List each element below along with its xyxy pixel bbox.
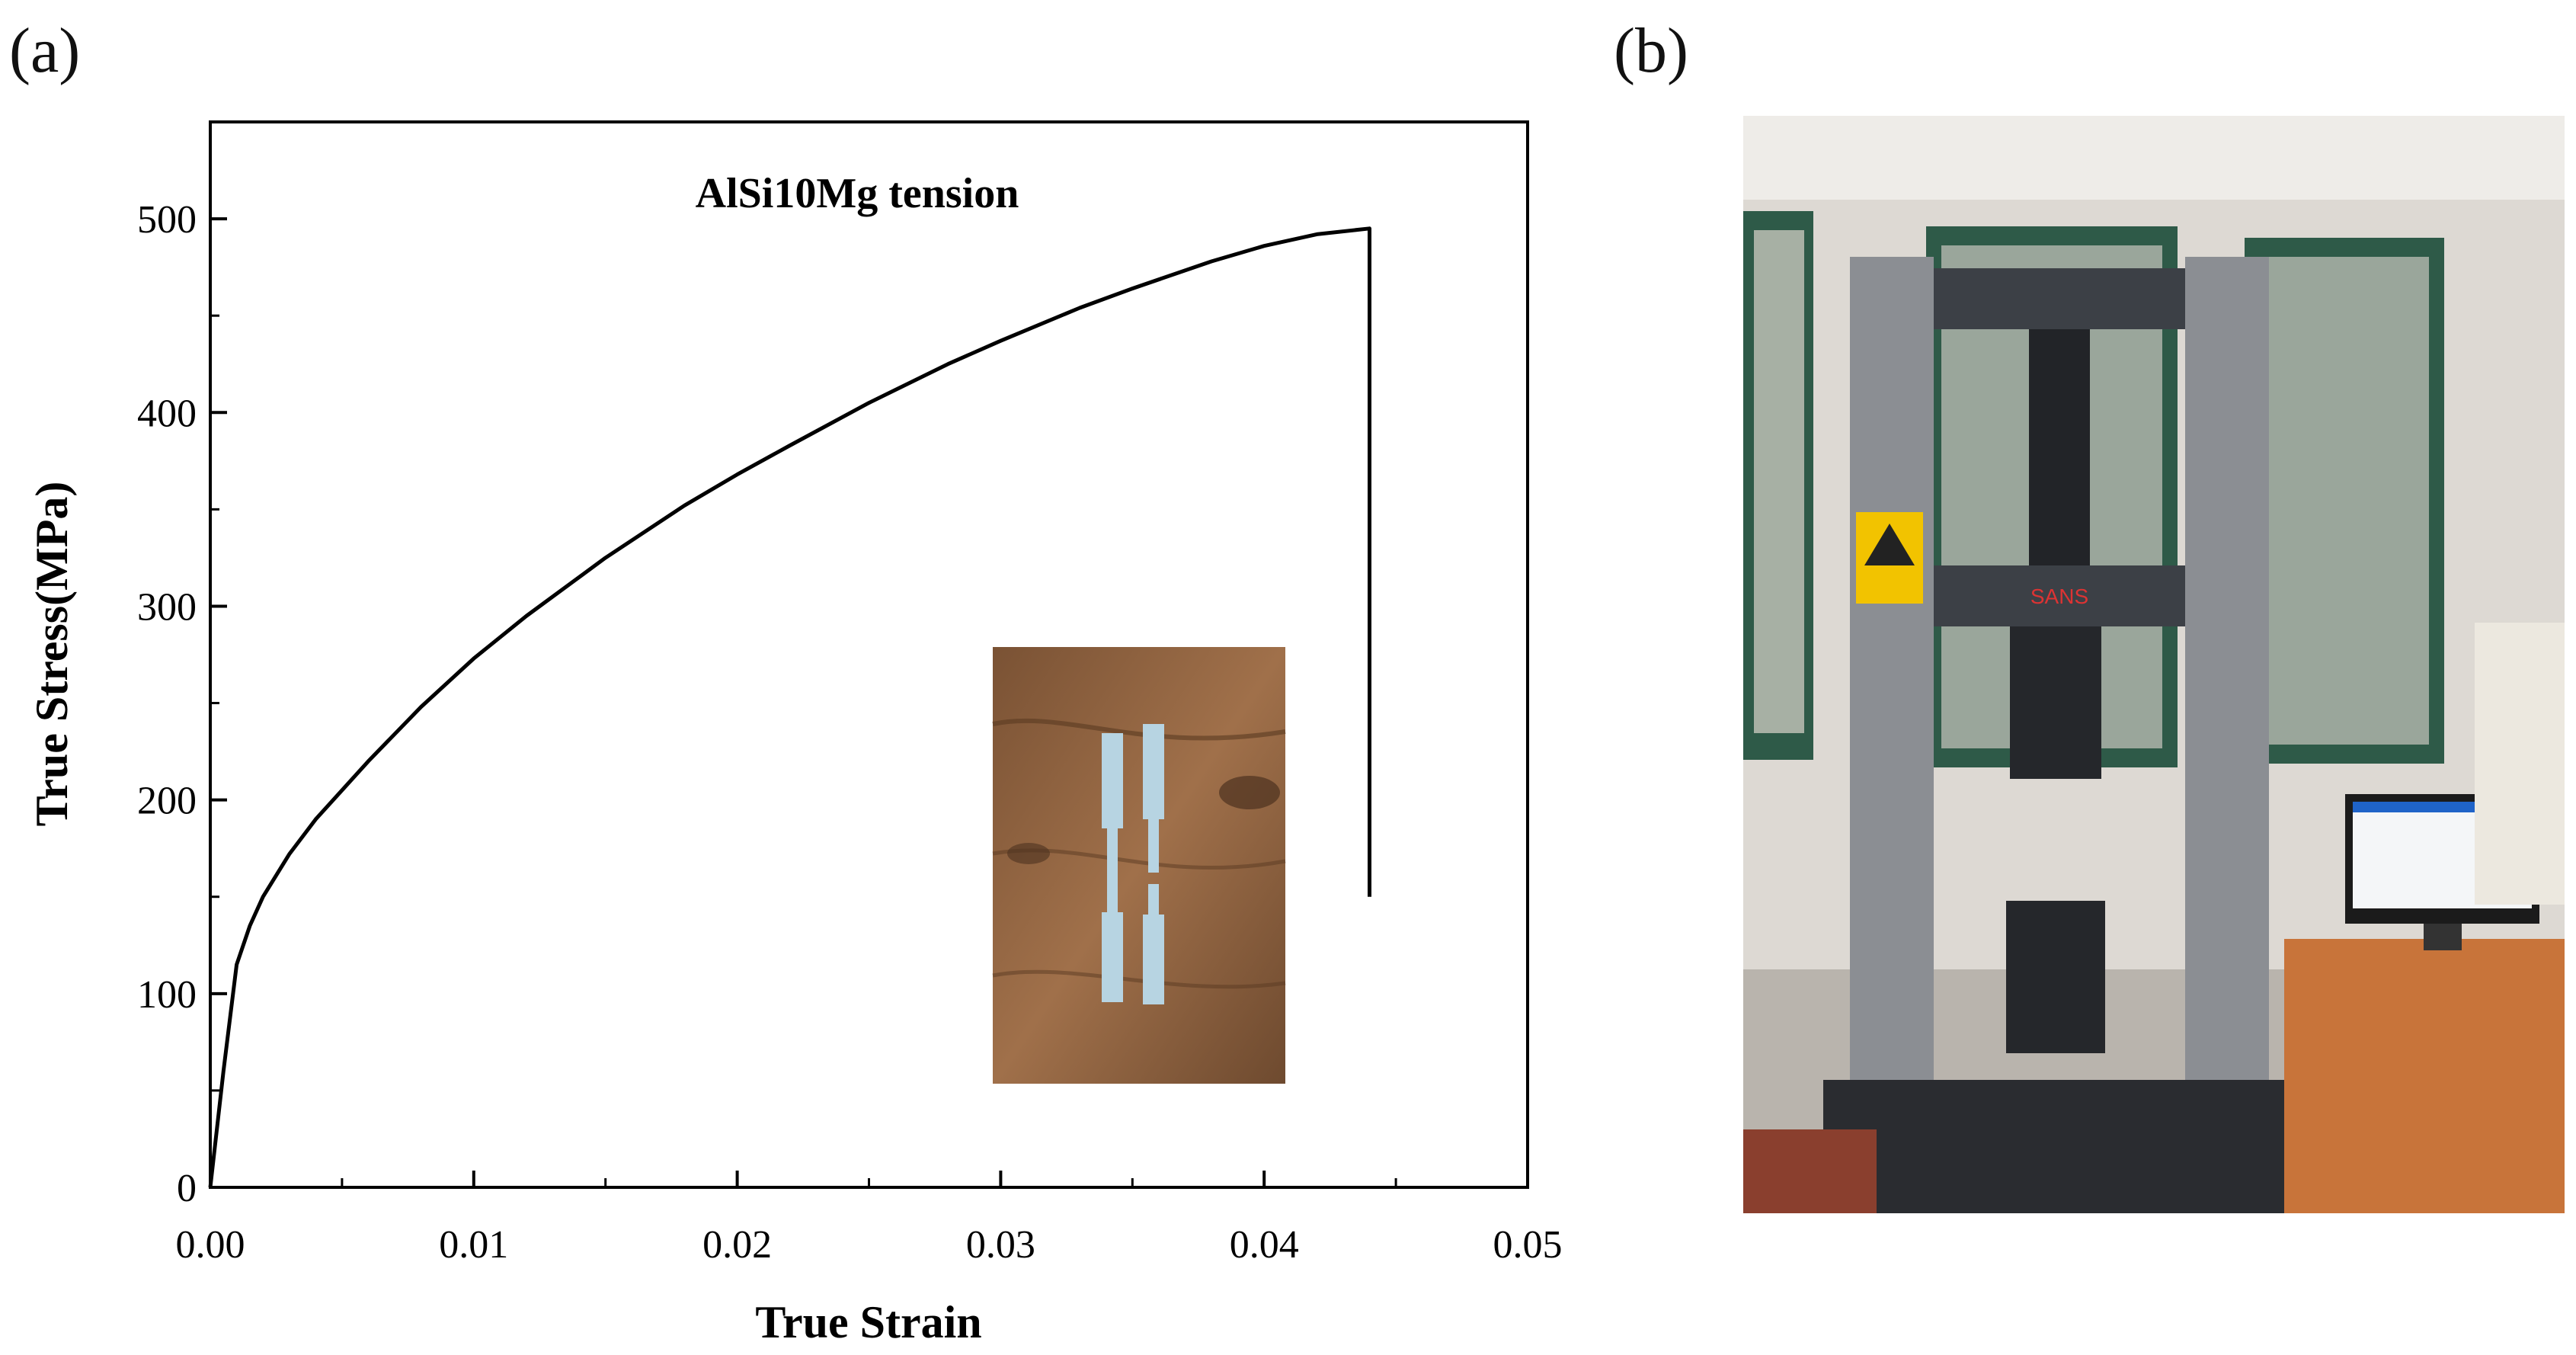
- x-tick-label: 0.04: [1230, 1223, 1299, 1267]
- brand-plate: SANS: [2030, 585, 2088, 608]
- y-tick-label: 500: [137, 198, 197, 242]
- y-tick-label: 400: [137, 392, 197, 435]
- axes: AlSi10Mg tension True Strain True Stress(M…: [27, 120, 1529, 1347]
- x-tick-label: 0.01: [439, 1223, 508, 1267]
- x-tick-label: 0.03: [966, 1223, 1035, 1267]
- x-axis-label: True Strain: [755, 1297, 981, 1347]
- y-tick-label: 200: [137, 780, 197, 823]
- panel-label-b: (b): [1614, 15, 1688, 86]
- y-axis-label: True Stress(MPa): [27, 482, 77, 827]
- data-series: [208, 226, 1371, 1188]
- testing-machine-photo: SANS: [1743, 116, 2565, 1213]
- stress-strain-chart: AlSi10Mg tension True Strain True Stress(M…: [27, 120, 1563, 1347]
- specimen-inset-photo: [992, 647, 1286, 1084]
- x-tick-label: 0.02: [702, 1223, 772, 1267]
- chart-title: AlSi10Mg tension: [696, 170, 1019, 217]
- x-tick-label: 0.05: [1493, 1223, 1563, 1267]
- x-tick-label: 0.00: [176, 1223, 245, 1267]
- ticks: 0.00 0.01 0.02 0.03 0.04 0.05 0 100 200 300 400 500: [137, 120, 1563, 1267]
- y-tick-label: 300: [137, 585, 197, 629]
- panel-label-a: (a): [9, 15, 81, 86]
- y-tick-label: 100: [137, 973, 197, 1017]
- plot-frame: [209, 120, 1529, 1189]
- stress-strain-curve: [208, 226, 1371, 1188]
- y-tick-label: 0: [177, 1167, 197, 1210]
